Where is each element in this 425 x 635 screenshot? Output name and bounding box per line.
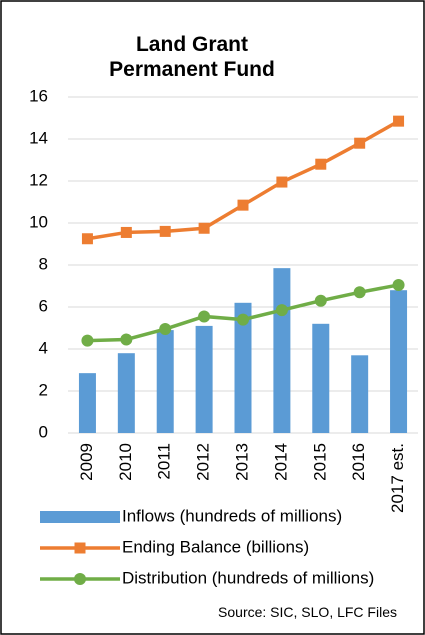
y-tick-label: 2 — [39, 380, 48, 399]
bar — [234, 302, 252, 433]
legend-swatch — [40, 511, 120, 523]
legend-marker — [74, 542, 86, 554]
y-tick-label: 14 — [29, 128, 48, 147]
y-tick-label: 8 — [39, 254, 48, 273]
marker — [393, 115, 405, 127]
marker — [353, 286, 366, 299]
marker — [81, 334, 94, 347]
x-tick-label: 2017 est. — [388, 443, 407, 513]
marker — [81, 233, 93, 245]
marker — [315, 158, 327, 170]
marker — [120, 333, 133, 346]
y-tick-label: 12 — [29, 170, 48, 189]
x-tick-label: 2015 — [310, 443, 329, 481]
x-tick-label: 2013 — [232, 443, 251, 481]
y-tick-label: 10 — [29, 212, 48, 231]
x-tick-label: 2012 — [194, 443, 213, 481]
marker — [159, 323, 172, 336]
y-tick-label: 16 — [29, 86, 48, 105]
y-tick-label: 6 — [39, 296, 48, 315]
source-note: Source: SIC, SLO, LFC Files — [218, 604, 397, 620]
marker — [276, 176, 288, 188]
legend-marker — [74, 573, 86, 585]
chart-title: Land Grant Permanent Fund — [109, 33, 275, 81]
marker — [120, 226, 132, 238]
bar — [156, 330, 174, 433]
marker — [275, 304, 288, 317]
x-tick-label: 2014 — [271, 443, 290, 481]
bar — [273, 268, 291, 433]
legend-label: Inflows (hundreds of millions) — [122, 506, 342, 525]
marker — [314, 294, 327, 307]
marker — [159, 225, 171, 237]
y-tick-label: 4 — [39, 338, 48, 357]
marker — [354, 137, 366, 149]
bar — [195, 325, 213, 433]
bar — [117, 353, 135, 433]
legend-label: Ending Balance (billions) — [122, 537, 309, 556]
bar — [390, 290, 408, 433]
x-tick-label: 2009 — [77, 443, 96, 481]
x-tick-label: 2016 — [349, 443, 368, 481]
marker — [198, 222, 210, 234]
y-tick-label: 0 — [39, 422, 48, 441]
legend-label: Distribution (hundreds of millions) — [122, 568, 374, 587]
bar — [312, 323, 330, 433]
bar — [351, 355, 369, 433]
marker — [198, 310, 211, 323]
marker — [237, 313, 249, 326]
x-tick-label: 2011 — [155, 443, 174, 480]
x-tick-label: 2010 — [116, 443, 135, 481]
bar — [78, 373, 96, 433]
marker — [237, 199, 249, 211]
marker — [392, 278, 405, 291]
